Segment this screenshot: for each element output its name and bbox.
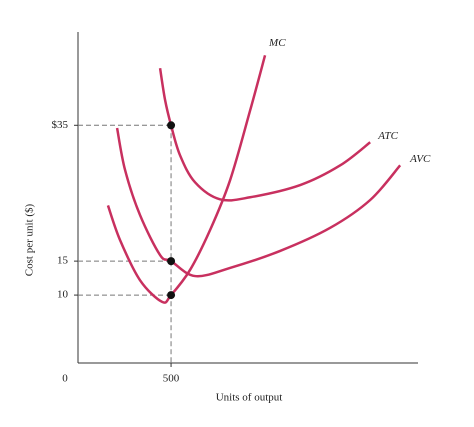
curve	[158, 68, 371, 202]
curve	[106, 55, 267, 304]
y-tick-label: $35	[52, 119, 69, 131]
series-label: AVC	[409, 153, 431, 165]
point	[167, 257, 176, 266]
y-tick-label: 10	[57, 289, 69, 301]
series-label: MC	[268, 37, 286, 49]
point	[167, 291, 176, 300]
x-axis-label: Units of output	[216, 392, 283, 404]
point	[167, 121, 176, 130]
x-tick-label: 0	[62, 373, 68, 385]
y-axis-label: Cost per unit ($)	[24, 203, 36, 276]
curve	[115, 127, 402, 278]
x-tick-label: 500	[163, 373, 180, 385]
series-label: ATC	[377, 130, 398, 142]
y-tick-label: 15	[57, 255, 69, 267]
